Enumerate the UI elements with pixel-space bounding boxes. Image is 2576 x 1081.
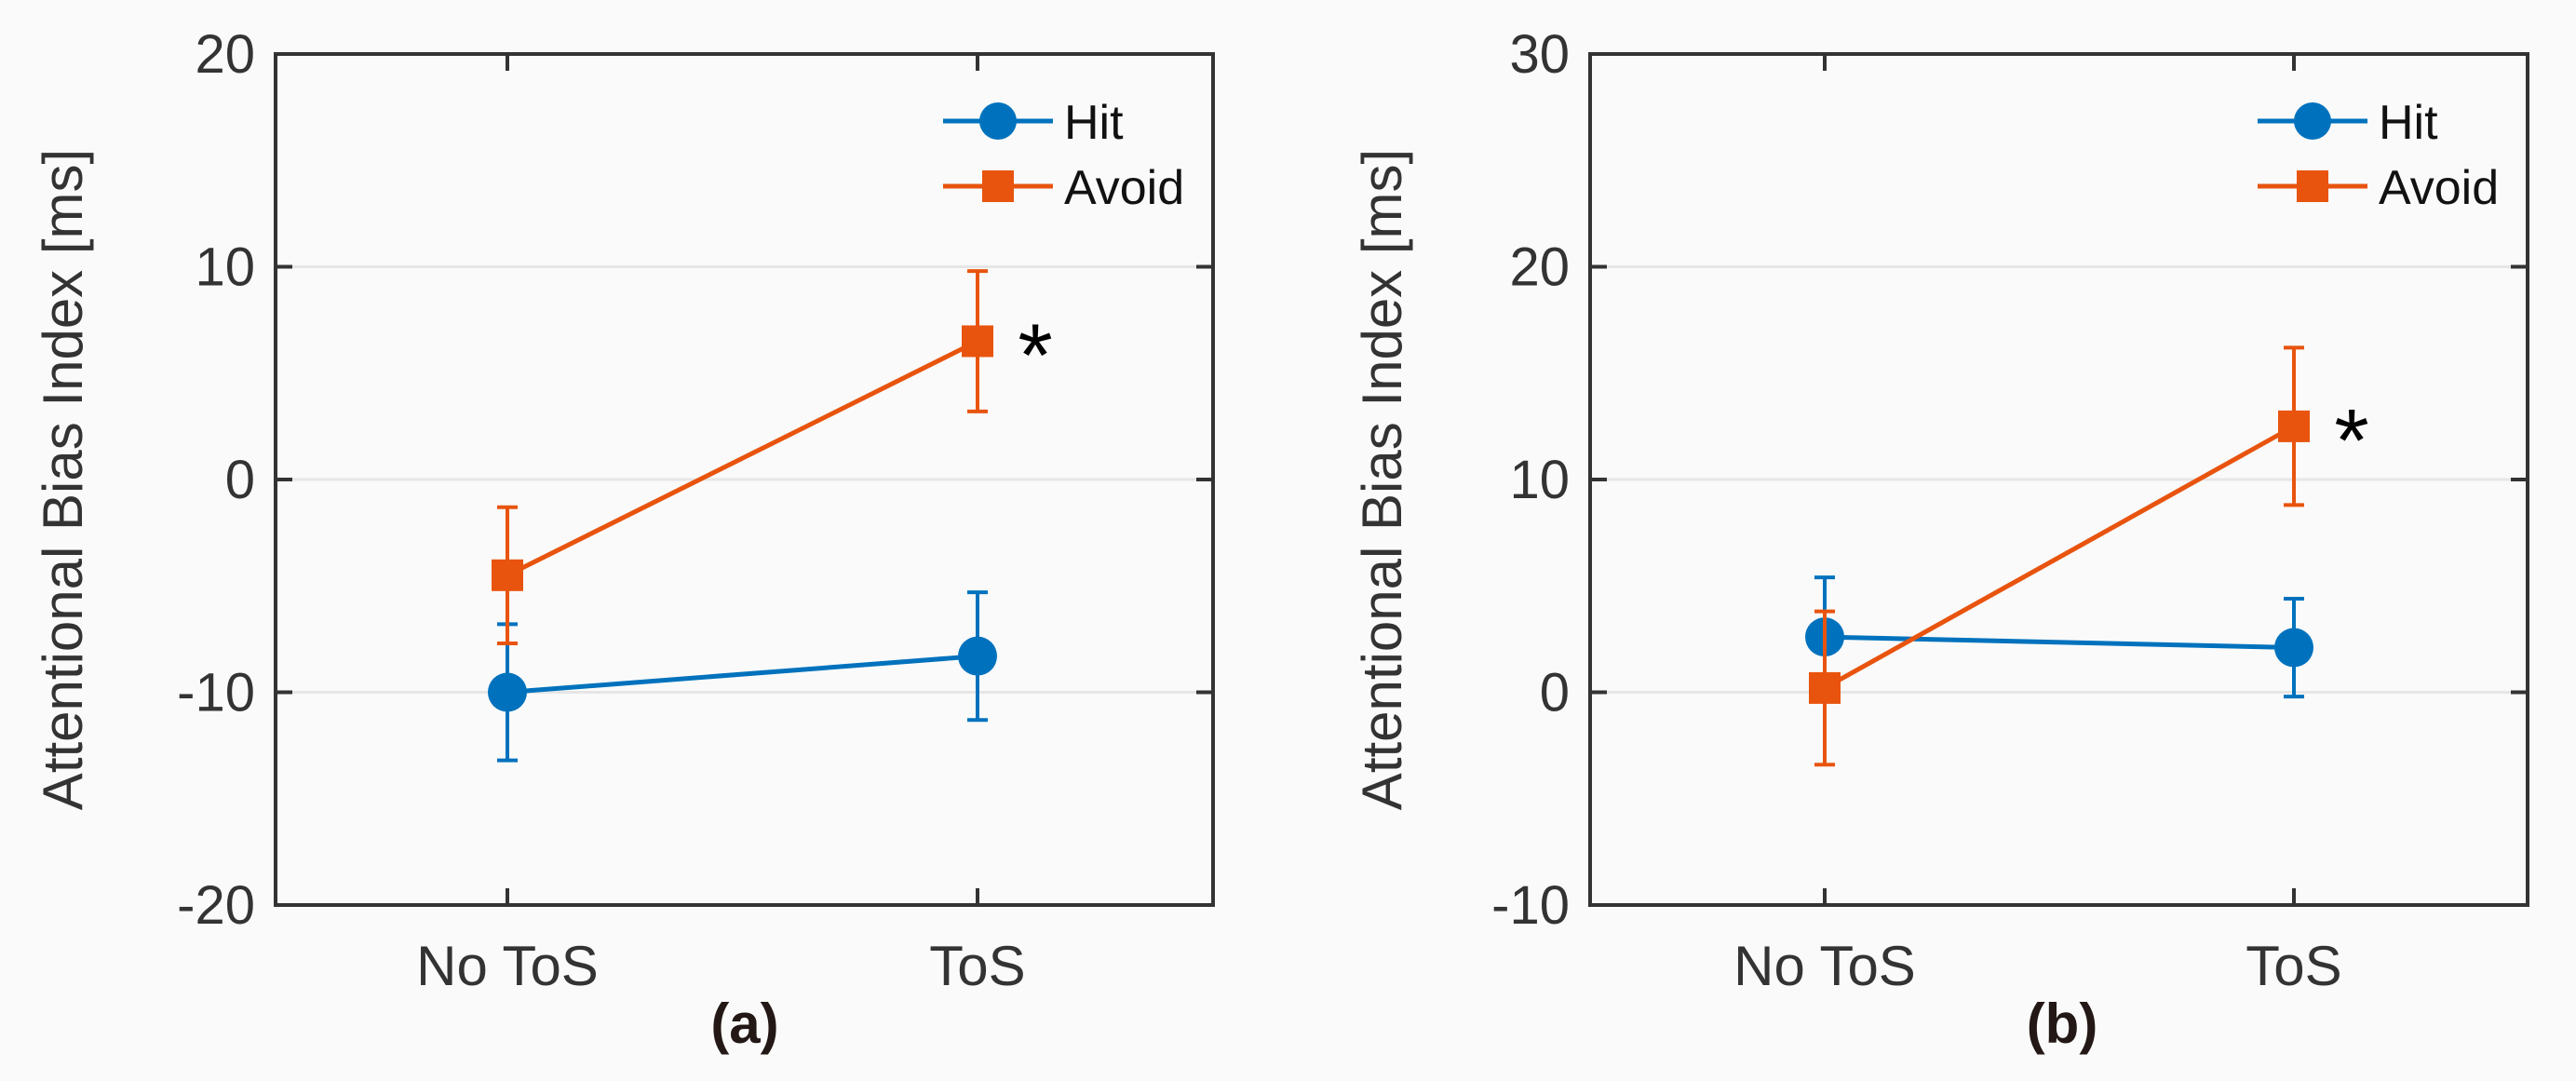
legend-label: Avoid — [1064, 161, 1184, 215]
series-avoid — [492, 269, 993, 645]
significance-marker: * — [1018, 305, 1052, 405]
y-axis-label: Attentional Bias Index [ms] — [32, 149, 94, 810]
y-tick-label: 0 — [225, 450, 255, 510]
x-tick-label: ToS — [929, 935, 1025, 997]
panel-label: (b) — [2027, 993, 2098, 1055]
legend-marker — [2294, 102, 2331, 140]
data-point — [1809, 671, 1841, 704]
x-tick-label: No ToS — [416, 935, 599, 997]
series-line — [1823, 424, 2296, 691]
series-line — [1824, 634, 2295, 651]
series-line — [506, 654, 978, 695]
y-tick-label: -10 — [1491, 875, 1570, 936]
legend: Hit Avoid — [2258, 96, 2499, 215]
y-tick-label: 10 — [1509, 450, 1570, 510]
data-point — [962, 325, 993, 358]
legend-marker — [2297, 170, 2328, 202]
data-point — [2274, 628, 2313, 668]
x-tick-label: No ToS — [1733, 935, 1916, 997]
data-point — [492, 559, 523, 591]
series-avoid — [1809, 345, 2310, 767]
series-hit — [488, 590, 997, 763]
y-tick-label: 30 — [1509, 24, 1570, 85]
y-tick-label: 20 — [195, 24, 255, 85]
y-axis-label: Attentional Bias Index [ms] — [1351, 149, 1413, 810]
legend-marker — [979, 102, 1017, 140]
series-line — [506, 339, 979, 578]
y-tick-label: 20 — [1509, 237, 1570, 298]
legend-label: Hit — [2379, 96, 2438, 150]
significance-marker: * — [2334, 391, 2368, 491]
y-tick-label: -20 — [177, 875, 255, 936]
chart-panel-b: -10 0 10 20 30 No ToS ToS Attentional Bias Inde… — [1351, 24, 2529, 1055]
data-point — [958, 636, 997, 676]
panel-label: (a) — [710, 993, 778, 1055]
legend-label: Avoid — [2379, 161, 2499, 215]
legend: Hit Avoid — [943, 96, 1184, 215]
y-tick-label: 10 — [195, 237, 255, 298]
data-point — [2278, 410, 2310, 442]
y-tick-label: 0 — [1540, 663, 1570, 723]
chart-panel-a: -20 -10 0 10 20 No ToS ToS Attentional Bias Ind… — [32, 24, 1215, 1055]
y-tick-label: -10 — [177, 663, 255, 723]
legend-marker — [982, 170, 1014, 202]
legend-label: Hit — [1064, 96, 1124, 150]
x-tick-label: ToS — [2246, 935, 2341, 997]
data-point — [488, 672, 527, 712]
